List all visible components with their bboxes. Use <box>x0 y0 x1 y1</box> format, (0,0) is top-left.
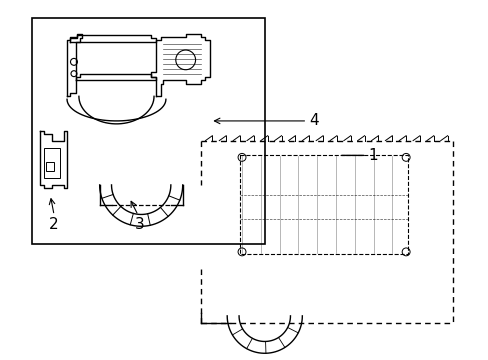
Text: 2: 2 <box>49 217 59 233</box>
Bar <box>46 162 54 171</box>
Bar <box>240 156 407 254</box>
Bar <box>32 18 264 244</box>
Bar <box>44 148 60 178</box>
Text: 3: 3 <box>134 217 144 233</box>
Text: 1: 1 <box>368 148 377 163</box>
Text: 4: 4 <box>308 113 318 129</box>
